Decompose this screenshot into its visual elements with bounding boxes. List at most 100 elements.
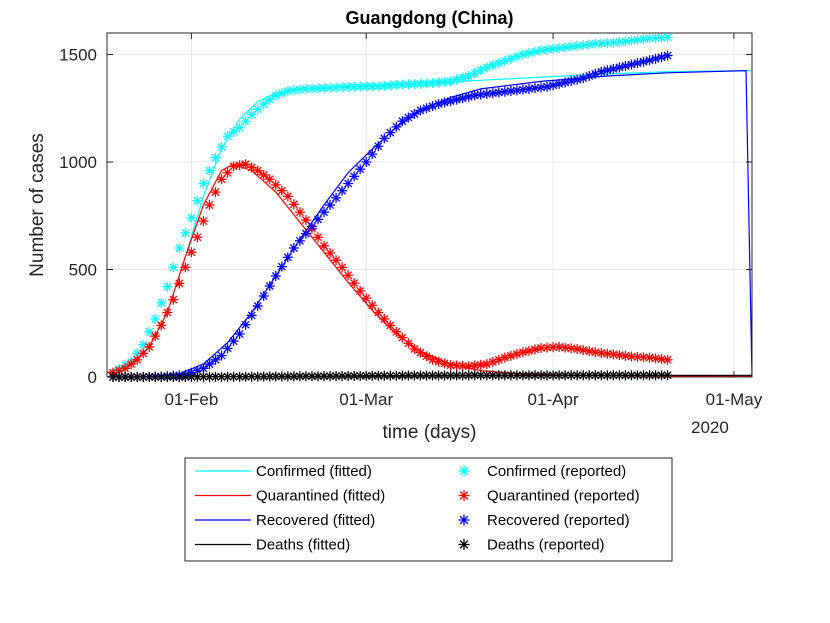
data-point [662, 370, 673, 381]
data-point [306, 221, 317, 232]
data-point [421, 103, 432, 114]
series-line [107, 69, 752, 377]
data-point [210, 354, 221, 365]
data-point [300, 215, 311, 226]
data-point [312, 83, 323, 94]
data-point [198, 216, 209, 227]
data-point [542, 370, 553, 381]
data-point [186, 212, 197, 223]
data-point [427, 354, 438, 365]
data-point [180, 227, 191, 238]
data-point [385, 320, 396, 331]
data-point [433, 98, 444, 109]
y-tick-label: 1500 [59, 46, 97, 65]
data-point [162, 307, 173, 318]
legend-label: Deaths (reported) [487, 537, 605, 554]
data-point [126, 359, 137, 370]
data-point [192, 232, 203, 243]
data-point [210, 187, 221, 198]
data-point [337, 371, 348, 382]
data-point [361, 157, 372, 167]
data-point [258, 291, 269, 302]
legend-marker-swatch [458, 514, 470, 526]
data-point [572, 370, 583, 381]
data-point [626, 370, 637, 381]
data-point [288, 371, 299, 382]
y-tick-label: 0 [88, 368, 97, 387]
legend-label: Deaths (fitted) [256, 537, 350, 554]
legend-marker-swatch [458, 490, 470, 501]
data-point [355, 164, 366, 175]
data-point [216, 350, 227, 361]
data-point [222, 131, 233, 142]
data-point [168, 262, 179, 273]
data-point [463, 91, 474, 102]
data-point [523, 345, 534, 356]
data-point [264, 280, 275, 291]
data-point [584, 39, 595, 50]
data-point [361, 81, 372, 92]
data-point [560, 77, 571, 88]
data-point [662, 32, 673, 43]
x-axis-title: time (days) [383, 422, 477, 443]
data-point [138, 348, 149, 359]
data-point [542, 44, 553, 55]
data-point [343, 178, 354, 189]
data-point [548, 80, 559, 91]
data-point [463, 361, 474, 372]
plot-frame [106, 32, 753, 378]
data-point [379, 313, 390, 324]
data-point [228, 126, 239, 137]
x-axis-year-label: 2020 [691, 418, 729, 437]
data-point [373, 307, 384, 318]
data-point [451, 94, 462, 105]
data-point [252, 165, 263, 176]
data-point [361, 293, 372, 304]
data-point [258, 169, 269, 180]
data-point [144, 326, 155, 337]
data-point [204, 359, 215, 370]
data-point [192, 195, 203, 206]
data-point [319, 240, 330, 251]
data-point [403, 112, 414, 123]
data-point [554, 78, 565, 89]
data-point [517, 49, 528, 60]
data-point [620, 60, 631, 71]
data-point [282, 191, 293, 202]
data-point [300, 228, 311, 239]
data-point [222, 167, 233, 178]
data-point [252, 104, 263, 115]
data-point [210, 152, 221, 163]
data-point [445, 96, 456, 107]
data-point [367, 300, 378, 311]
legend: Confirmed (fitted) Quarantined (fitted) Re… [184, 457, 673, 562]
data-point [644, 352, 655, 363]
legend-label: Confirmed (reported) [487, 463, 626, 480]
data-point [294, 207, 305, 218]
data-point [632, 58, 643, 69]
data-point [602, 65, 613, 76]
data-point [367, 149, 378, 160]
data-point [572, 40, 583, 51]
data-point [264, 94, 275, 105]
data-point [240, 319, 251, 330]
data-point [638, 56, 649, 67]
data-point [198, 363, 209, 374]
data-point [204, 165, 215, 176]
data-point [481, 370, 492, 381]
data-point [656, 32, 667, 43]
data-point [312, 232, 323, 243]
plot-area: 01-Feb 01-Mar 01-Apr 01-May 0 500 1000 1500 [59, 32, 763, 409]
data-point [373, 141, 384, 152]
ticks: 01-Feb 01-Mar 01-Apr 01-May 0 500 1000 1500 [59, 33, 763, 409]
data-point [523, 48, 534, 59]
data-point [228, 161, 239, 172]
data-point [517, 347, 528, 358]
data-point [234, 160, 245, 171]
data-point [144, 341, 155, 352]
data-point [656, 52, 667, 63]
data-point [216, 174, 227, 185]
data-point [427, 370, 438, 381]
data-point [150, 313, 161, 324]
